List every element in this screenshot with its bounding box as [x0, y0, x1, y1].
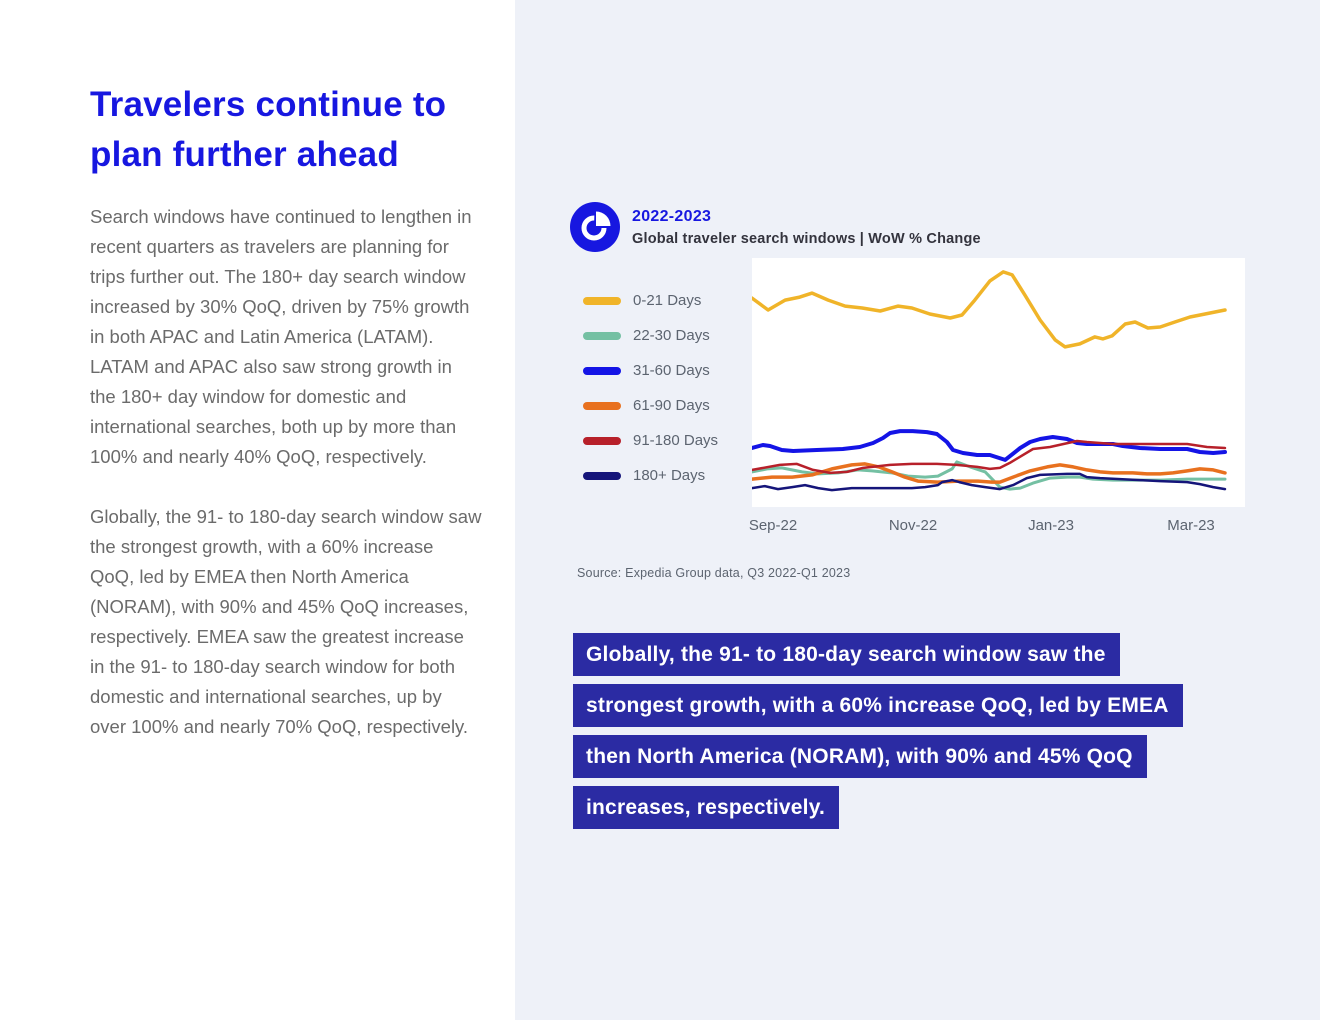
body-paragraph-2: Globally, the 91- to 180-day search wind…	[90, 506, 482, 737]
legend-label: 0-21 Days	[633, 292, 702, 309]
legend-label: 22-30 Days	[633, 327, 710, 344]
quote-line: increases, respectively.	[573, 786, 1273, 829]
legend-item-61-90-days: 61-90 Days	[583, 388, 718, 423]
body-copy: Search windows have continued to lengthe…	[90, 202, 482, 742]
legend-label: 31-60 Days	[633, 362, 710, 379]
legend-label: 61-90 Days	[633, 397, 710, 414]
legend-swatch-icon	[583, 366, 621, 375]
chart-plot-area	[752, 258, 1245, 507]
x-tick-label: Jan-23	[1028, 517, 1074, 534]
legend-item-31-60-days: 31-60 Days	[583, 353, 718, 388]
legend-item-0-21-days: 0-21 Days	[583, 283, 718, 318]
x-axis: Sep-22 Nov-22 Jan-23 Mar-23	[748, 517, 1245, 537]
series-line-180-days	[752, 472, 1227, 492]
series-line-91-180-days	[752, 439, 1227, 475]
chart-panel: 2022-2023 Global traveler search windows…	[515, 0, 1320, 1020]
x-tick-label: Mar-23	[1167, 517, 1215, 534]
quote-line: then North America (NORAM), with 90% and…	[573, 735, 1273, 778]
legend-item-22-30-days: 22-30 Days	[583, 318, 718, 353]
highlight-quote: Globally, the 91- to 180-day search wind…	[573, 633, 1273, 837]
chart-header: 2022-2023 Global traveler search windows…	[632, 208, 981, 247]
series-line-61-90-days	[752, 462, 1227, 484]
body-paragraph-1: Search windows have continued to lengthe…	[90, 206, 472, 467]
chart-period: 2022-2023	[632, 208, 712, 225]
legend-label: 180+ Days	[633, 467, 706, 484]
x-tick-label: Sep-22	[748, 517, 798, 534]
source-note: Source: Expedia Group data, Q3 2022-Q1 2…	[577, 566, 851, 580]
quote-line: Globally, the 91- to 180-day search wind…	[573, 633, 1273, 676]
chart-plot-svg	[752, 270, 1227, 492]
x-tick-label: Nov-22	[888, 517, 938, 534]
legend-swatch-icon	[583, 471, 621, 480]
pie-chart-icon	[570, 202, 620, 252]
page-title: Travelers continue to plan further ahead	[90, 85, 447, 174]
quote-line: strongest growth, with a 60% increase Qo…	[573, 684, 1273, 727]
left-text-panel: Travelers continue to plan further ahead…	[0, 0, 515, 1020]
legend-label: 91-180 Days	[633, 432, 719, 449]
chart-title: Global traveler search windows | WoW % C…	[632, 231, 981, 247]
legend-swatch-icon	[583, 401, 621, 410]
chart-legend: 0-21 Days 22-30 Days 31-60 Days 61-90 Da…	[583, 283, 718, 493]
legend-swatch-icon	[583, 296, 621, 305]
legend-swatch-icon	[583, 331, 621, 340]
legend-swatch-icon	[583, 436, 621, 445]
series-line-0-21-days	[752, 270, 1227, 349]
series-line-31-60-days	[752, 429, 1227, 462]
legend-item-91-180-days: 91-180 Days	[583, 423, 718, 458]
legend-item-180-plus-days: 180+ Days	[583, 458, 718, 493]
